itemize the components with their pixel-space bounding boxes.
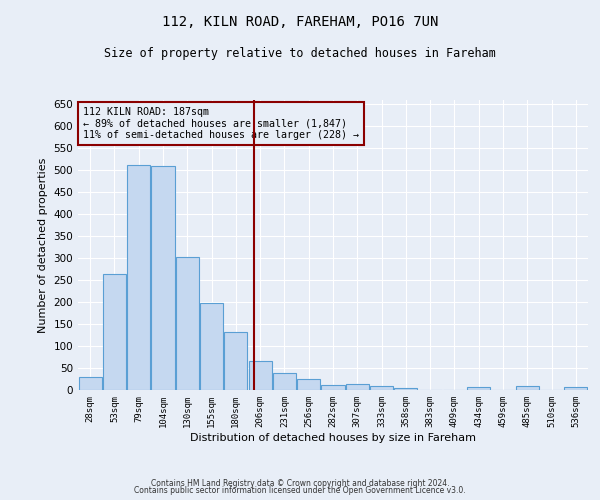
Bar [516, 386, 539, 390]
Bar [151, 166, 175, 390]
Text: 112 KILN ROAD: 187sqm
← 89% of detached houses are smaller (1,847)
11% of semi-d: 112 KILN ROAD: 187sqm ← 89% of detached … [83, 108, 359, 140]
Text: Size of property relative to detached houses in Fareham: Size of property relative to detached ho… [104, 48, 496, 60]
Bar [297, 379, 320, 390]
Bar [127, 166, 150, 390]
Bar [273, 374, 296, 390]
Bar [346, 384, 369, 390]
Bar [565, 388, 587, 390]
Bar [322, 384, 344, 390]
Bar [79, 377, 101, 390]
Bar [103, 274, 126, 390]
Text: 112, KILN ROAD, FAREHAM, PO16 7UN: 112, KILN ROAD, FAREHAM, PO16 7UN [162, 15, 438, 29]
Bar [200, 303, 223, 390]
Bar [176, 258, 199, 390]
Bar [370, 386, 393, 390]
Bar [467, 388, 490, 390]
X-axis label: Distribution of detached houses by size in Fareham: Distribution of detached houses by size … [190, 432, 476, 442]
Text: Contains HM Land Registry data © Crown copyright and database right 2024.: Contains HM Land Registry data © Crown c… [151, 478, 449, 488]
Y-axis label: Number of detached properties: Number of detached properties [38, 158, 48, 332]
Text: Contains public sector information licensed under the Open Government Licence v3: Contains public sector information licen… [134, 486, 466, 495]
Bar [394, 388, 418, 390]
Bar [248, 362, 272, 390]
Bar [224, 332, 247, 390]
